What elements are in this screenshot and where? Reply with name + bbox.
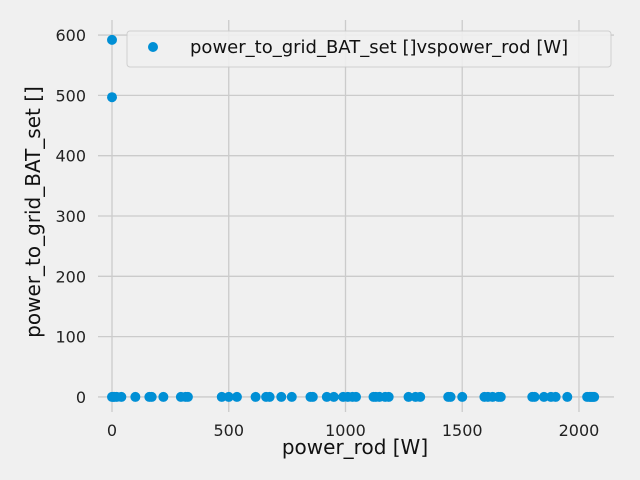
data-point bbox=[321, 391, 332, 402]
data-point bbox=[457, 391, 468, 402]
y-tick-label: 500 bbox=[55, 86, 86, 105]
y-tick-label: 100 bbox=[55, 328, 86, 347]
x-tick-label: 500 bbox=[213, 421, 244, 440]
y-tick-label: 600 bbox=[55, 26, 86, 45]
x-tick-label: 1000 bbox=[325, 421, 366, 440]
data-point bbox=[146, 391, 157, 402]
data-point bbox=[383, 391, 394, 402]
x-axis-ticks: 0 500 1000 1500 2000 bbox=[107, 421, 599, 440]
data-point bbox=[550, 391, 561, 402]
legend-marker bbox=[148, 42, 158, 52]
x-tick-label: 2000 bbox=[559, 421, 600, 440]
data-point bbox=[562, 391, 573, 402]
data-point bbox=[107, 92, 118, 103]
legend[interactable]: power_to_grid_BAT_set []vspower_rod [W] bbox=[126, 30, 612, 68]
grid bbox=[98, 20, 614, 412]
data-point bbox=[286, 391, 297, 402]
data-point bbox=[250, 391, 261, 402]
y-tick-label: 0 bbox=[76, 388, 86, 407]
data-point bbox=[107, 34, 118, 45]
data-point bbox=[182, 391, 193, 402]
x-axis-label: power_rod [W] bbox=[282, 435, 428, 459]
legend-label: power_to_grid_BAT_set []vspower_rod [W] bbox=[190, 37, 568, 58]
data-point bbox=[589, 391, 600, 402]
data-point bbox=[264, 391, 275, 402]
data-point bbox=[130, 391, 141, 402]
data-point bbox=[495, 391, 506, 402]
x-tick-label: 0 bbox=[107, 421, 117, 440]
data-point bbox=[223, 391, 234, 402]
data-point bbox=[351, 391, 361, 402]
x-tick-label: 1500 bbox=[442, 421, 483, 440]
data-point bbox=[158, 391, 169, 402]
y-tick-label: 400 bbox=[55, 147, 86, 166]
data-points bbox=[107, 34, 600, 402]
data-point bbox=[116, 391, 127, 402]
data-point bbox=[276, 391, 287, 402]
y-axis-ticks: 0 100 200 300 400 500 600 bbox=[55, 26, 86, 407]
y-tick-label: 200 bbox=[55, 267, 86, 286]
data-point bbox=[231, 391, 242, 402]
legend-box bbox=[126, 30, 612, 68]
data-point bbox=[403, 391, 414, 402]
data-point bbox=[216, 391, 227, 402]
data-point bbox=[415, 391, 426, 402]
y-tick-label: 300 bbox=[55, 207, 86, 226]
y-axis-label: power_to_grid_BAT_set [] bbox=[21, 86, 45, 338]
data-point bbox=[328, 391, 339, 402]
data-point bbox=[538, 391, 549, 402]
data-point bbox=[445, 391, 456, 402]
data-point bbox=[529, 391, 540, 402]
data-point bbox=[307, 391, 318, 402]
